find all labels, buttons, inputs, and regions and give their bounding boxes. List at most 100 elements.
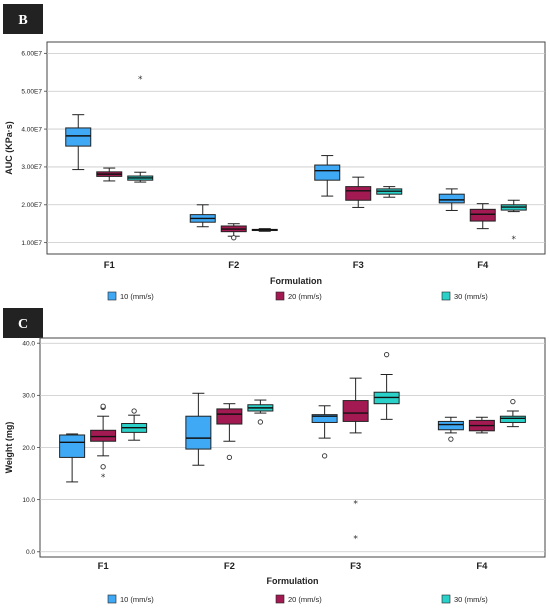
legend-swatch: [107, 291, 117, 301]
y-tick-label: 3.00E7: [21, 164, 42, 171]
box-F4-30mms: [499, 398, 526, 428]
box-F4-30mms: *: [500, 199, 527, 245]
box-F4-10mms: [438, 188, 465, 211]
y-tick-label: 5.00E7: [21, 89, 42, 96]
y-tick-label: 10.0: [22, 497, 35, 504]
box-F1-10mms: [65, 114, 92, 171]
y-tick-label: 20.0: [22, 445, 35, 452]
box-iqr: [185, 415, 212, 450]
box-iqr: [59, 434, 86, 458]
y-tick-label: 4.00E7: [21, 126, 42, 133]
legend-swatch: [275, 291, 285, 301]
box-iqr: [438, 193, 465, 204]
outlier-star: *: [353, 534, 358, 544]
y-axis-label: AUC (KPa·s): [4, 121, 14, 175]
box-F4-20mms: [468, 416, 495, 434]
x-category-label: F3: [353, 260, 364, 271]
y-axis-label: Weight (mg): [4, 422, 14, 474]
legend-item: 10 (mm/s): [107, 291, 154, 301]
outlier-star: *: [101, 473, 106, 483]
outlier-circle: [321, 453, 328, 459]
box-F1-20mms: *: [90, 403, 117, 483]
box-F2-30mms: [247, 399, 274, 425]
box-iqr: [499, 415, 526, 423]
x-category-label: F2: [228, 260, 239, 271]
box-F1-10mms: [59, 433, 86, 483]
box-F4-10mms: [437, 416, 464, 442]
y-tick-label: 0.0: [26, 549, 35, 556]
x-category-label: F3: [350, 561, 361, 572]
box-F3-10mms: [311, 405, 338, 459]
outlier-circle: [448, 436, 454, 442]
outlier-circle: [510, 398, 516, 405]
box-F4-20mms: [469, 203, 496, 230]
legend-swatch: [441, 291, 451, 301]
box-iqr: [314, 164, 341, 181]
panel-label: C: [18, 317, 28, 332]
box-iqr: [342, 400, 369, 422]
box-F2-20mms: [216, 403, 243, 461]
outlier-circle: [100, 464, 106, 470]
plot-area: [46, 41, 546, 255]
x-category-label: F4: [476, 561, 488, 572]
box-F2-30mms: [251, 228, 278, 232]
legend-item: 30 (mm/s): [441, 291, 488, 301]
x-axis-label: Formulation: [270, 276, 322, 286]
outlier-star: *: [512, 235, 517, 245]
box-F3-20mms: [345, 176, 372, 208]
box-iqr: [345, 186, 372, 201]
box-F1-20mms: [96, 167, 123, 182]
outlier-circle: [100, 403, 106, 409]
outlier-circle: [231, 235, 237, 241]
legend-item: 20 (mm/s): [275, 594, 322, 604]
y-tick-label: 40.0: [22, 341, 35, 348]
legend-item: 10 (mm/s): [107, 594, 154, 604]
box-F2-10mms: [189, 204, 216, 228]
x-axis-label: Formulation: [267, 576, 319, 586]
box-F2-10mms: [185, 392, 212, 466]
x-category-label: F1: [98, 561, 110, 572]
box-F3-30mms: [373, 352, 400, 420]
box-F1-30mms: [121, 408, 148, 441]
outlier-circle: [383, 352, 390, 358]
panel-B: B 1.00E7 2.00E7 3.00E7 4.00E7 5.00E7 6.00E7 AUC…: [3, 4, 546, 301]
legend-label: 10 (mm/s): [120, 595, 154, 604]
legend-swatch: [441, 594, 451, 604]
x-category-label: F4: [477, 260, 489, 271]
legend-label: 30 (mm/s): [454, 292, 488, 301]
y-tick-label: 1.00E7: [21, 240, 42, 247]
box-iqr: [311, 414, 338, 423]
panel-label-background: [3, 4, 43, 34]
legend: 10 (mm/s) 20 (mm/s) 30 (mm/s): [107, 291, 488, 301]
panel-label-background: [3, 308, 43, 338]
box-iqr: [65, 127, 92, 147]
panel-label-badge: C: [3, 308, 43, 338]
y-tick-label: 6.00E7: [21, 51, 42, 58]
outlier-circle: [131, 408, 137, 414]
legend-label: 20 (mm/s): [288, 595, 322, 604]
box-iqr: [216, 408, 243, 425]
legend-swatch: [275, 594, 285, 604]
outlier-star: *: [138, 75, 143, 85]
legend-label: 20 (mm/s): [288, 292, 322, 301]
y-tick-label: 2.00E7: [21, 202, 42, 209]
box-iqr: [437, 420, 464, 431]
panel-label: B: [18, 13, 27, 28]
box-F1-30mms: *: [127, 75, 154, 183]
box-F3-30mms: [376, 186, 403, 198]
box-F2-20mms: [220, 223, 247, 241]
box-F3-20mms: **: [342, 377, 369, 544]
outlier-circle: [257, 419, 264, 425]
y-tick-label: 30.0: [22, 393, 35, 400]
legend-swatch: [107, 594, 117, 604]
outlier-star: *: [353, 499, 358, 509]
legend-label: 10 (mm/s): [120, 292, 154, 301]
legend-label: 30 (mm/s): [454, 595, 488, 604]
panel-label-badge: B: [3, 4, 43, 34]
legend-item: 30 (mm/s): [441, 594, 488, 604]
box-iqr: [90, 429, 117, 442]
x-category-label: F1: [104, 260, 116, 271]
